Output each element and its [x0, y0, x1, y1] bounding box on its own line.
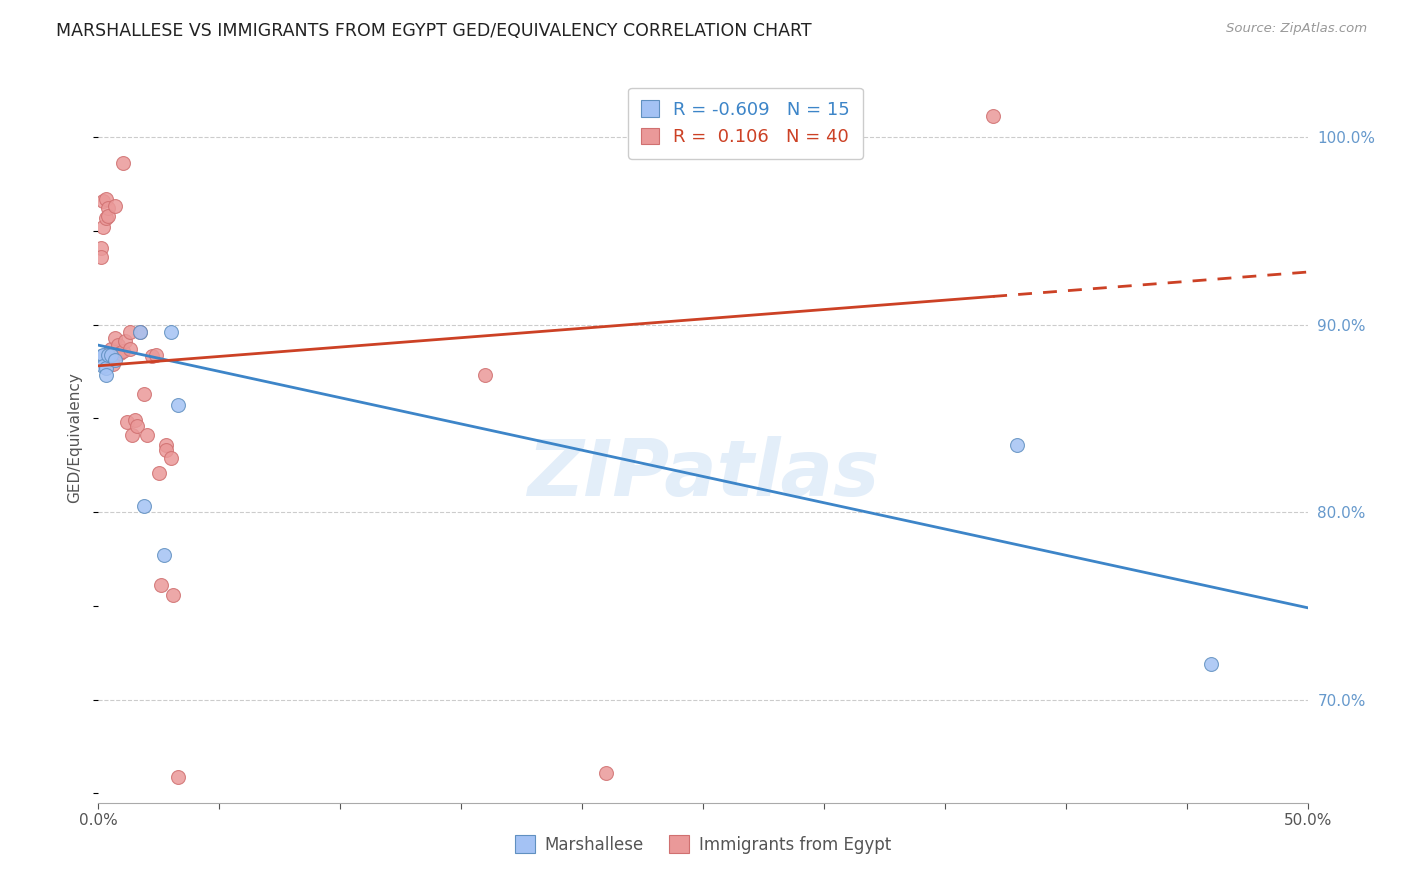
- Point: [90, 250, 112, 264]
- Legend: Marshallese, Immigrants from Egypt: Marshallese, Immigrants from Egypt: [508, 829, 898, 860]
- Point: [134, 387, 156, 401]
- Point: [1199, 657, 1222, 671]
- Point: [150, 578, 173, 592]
- Point: [167, 770, 190, 784]
- Point: [595, 765, 617, 780]
- Point: [91, 220, 114, 235]
- Point: [145, 347, 167, 361]
- Point: [100, 342, 122, 356]
- Text: ZIPatlas: ZIPatlas: [527, 435, 879, 512]
- Point: [128, 325, 150, 339]
- Point: [148, 466, 170, 480]
- Point: [111, 343, 134, 358]
- Point: [90, 241, 112, 255]
- Point: [162, 588, 184, 602]
- Point: [91, 359, 114, 373]
- Point: [167, 398, 190, 412]
- Point: [94, 192, 117, 206]
- Point: [104, 331, 127, 345]
- Point: [118, 325, 141, 339]
- Point: [91, 194, 114, 208]
- Point: [94, 368, 117, 383]
- Point: [107, 338, 129, 352]
- Point: [128, 325, 150, 339]
- Point: [97, 209, 120, 223]
- Point: [474, 368, 496, 383]
- Text: MARSHALLESE VS IMMIGRANTS FROM EGYPT GED/EQUIVALENCY CORRELATION CHART: MARSHALLESE VS IMMIGRANTS FROM EGYPT GED…: [56, 22, 811, 40]
- Point: [104, 199, 127, 213]
- Point: [94, 360, 117, 375]
- Point: [981, 109, 1004, 123]
- Point: [141, 350, 163, 364]
- Point: [97, 201, 120, 215]
- Point: [114, 334, 136, 349]
- Point: [101, 350, 124, 364]
- Point: [104, 353, 127, 368]
- Point: [1007, 437, 1029, 451]
- Point: [91, 347, 114, 361]
- Point: [94, 211, 117, 225]
- Point: [121, 428, 143, 442]
- Point: [111, 156, 134, 170]
- Point: [155, 437, 177, 451]
- Point: [160, 450, 183, 465]
- Point: [124, 413, 146, 427]
- Point: [117, 415, 139, 429]
- Point: [100, 347, 122, 361]
- Point: [127, 418, 149, 433]
- Point: [118, 342, 141, 356]
- Point: [90, 350, 112, 364]
- Point: [101, 357, 124, 371]
- Y-axis label: GED/Equivalency: GED/Equivalency: [67, 372, 83, 502]
- Point: [160, 325, 183, 339]
- Point: [155, 443, 177, 458]
- Text: Source: ZipAtlas.com: Source: ZipAtlas.com: [1226, 22, 1367, 36]
- Point: [134, 500, 156, 514]
- Point: [135, 428, 157, 442]
- Point: [108, 345, 131, 359]
- Point: [100, 353, 122, 368]
- Point: [152, 548, 174, 562]
- Point: [97, 347, 120, 361]
